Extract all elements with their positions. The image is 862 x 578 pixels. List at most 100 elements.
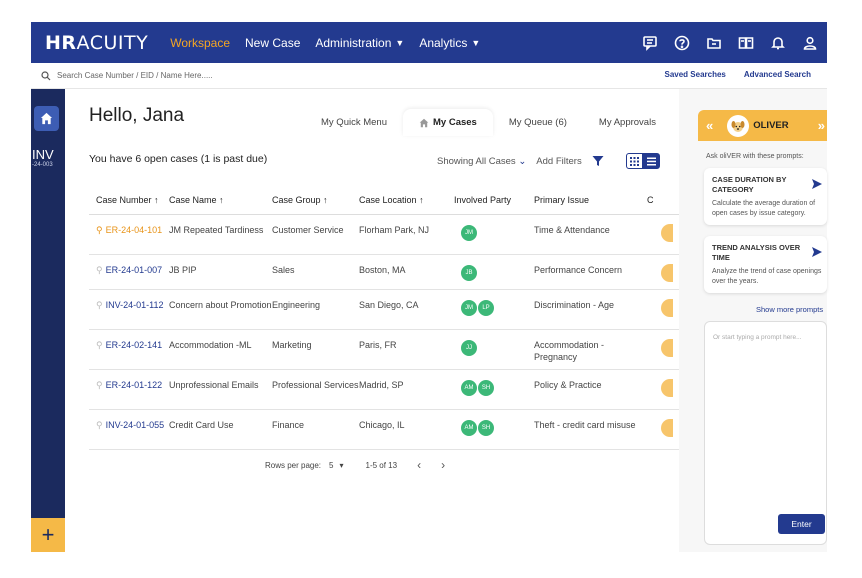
help-icon[interactable] bbox=[673, 34, 691, 52]
pin-icon[interactable]: ⚲ bbox=[96, 380, 103, 390]
avatar[interactable]: JB bbox=[460, 264, 478, 282]
table-row[interactable]: ⚲ ER-24-02-141 Accommodation -ML Marketing P… bbox=[89, 330, 679, 370]
table-header: Case Number ↑ Case Name ↑ Case Group ↑ C… bbox=[89, 185, 679, 215]
showing-cases-dropdown[interactable]: Showing All Cases ⌄ bbox=[437, 155, 527, 167]
tab-my-approvals[interactable]: My Approvals bbox=[598, 117, 656, 128]
search-icon bbox=[41, 70, 51, 80]
chat-icon[interactable] bbox=[641, 34, 659, 52]
col-primary-issue[interactable]: Primary Issue bbox=[534, 194, 590, 205]
avatar[interactable]: SH bbox=[477, 419, 495, 437]
rows-per-page-label: Rows per page: bbox=[265, 460, 322, 470]
nav-workspace[interactable]: Workspace bbox=[170, 35, 231, 50]
show-more-prompts-link[interactable]: Show more prompts bbox=[756, 305, 824, 314]
add-filters-button[interactable]: Add Filters bbox=[536, 155, 582, 167]
rows-per-page-select[interactable]: 5 ▾ bbox=[329, 460, 344, 470]
col-case-name[interactable]: Case Name ↑ bbox=[169, 194, 224, 205]
send-icon[interactable] bbox=[811, 178, 823, 190]
avatar[interactable]: AM bbox=[460, 419, 478, 437]
col-case-location[interactable]: Case Location ↑ bbox=[359, 194, 424, 205]
table-body: ⚲ ER-24-04-101 JM Repeated Tardiness Custom… bbox=[89, 215, 679, 450]
main-nav: Workspace New Case Administration ▼ Analy… bbox=[170, 36, 480, 50]
avatar[interactable]: LP bbox=[477, 299, 495, 317]
table-row[interactable]: ⚲ INV-24-01-112 Concern about Promotion Eng… bbox=[89, 290, 679, 330]
pin-icon[interactable]: ⚲ bbox=[96, 300, 103, 310]
tab-quick-menu[interactable]: My Quick Menu bbox=[321, 117, 387, 128]
table-row[interactable]: ⚲ ER-24-01-122 Unprofessional Emails Profes… bbox=[89, 370, 679, 410]
prompt-desc: Calculate the average duration of open c… bbox=[712, 200, 816, 217]
table-row[interactable]: ⚲ ER-24-01-007 JB PIP Sales Boston, MA JB Perf… bbox=[89, 255, 679, 290]
avatar[interactable]: JJ bbox=[460, 339, 478, 357]
saved-searches-link[interactable]: Saved Searches bbox=[664, 70, 726, 79]
home-icon bbox=[419, 118, 429, 127]
pagination: Rows per page: 5 ▾ 1-5 of 13 ‹ › bbox=[265, 458, 445, 472]
pin-icon[interactable]: ⚲ bbox=[96, 340, 103, 350]
list-icon bbox=[646, 157, 656, 165]
grid-icon bbox=[629, 156, 639, 166]
workspace-tabs: My Quick Menu My Cases My Queue (6) My A… bbox=[305, 109, 672, 136]
home-button[interactable] bbox=[34, 106, 59, 131]
party-chips: JM LP bbox=[454, 299, 534, 317]
table-row[interactable]: ⚲ ER-24-04-101 JM Repeated Tardiness Custom… bbox=[89, 215, 679, 255]
pin-icon[interactable]: ⚲ bbox=[96, 420, 103, 430]
case-number-link[interactable]: ⚲ INV-24-01-112 bbox=[96, 299, 169, 311]
case-number-link[interactable]: ⚲ ER-24-01-122 bbox=[96, 379, 169, 391]
add-button[interactable]: + bbox=[31, 518, 65, 552]
hr-acuity-logo[interactable]: HRACUITY bbox=[45, 32, 148, 54]
avatar[interactable]: AM bbox=[460, 379, 478, 397]
bell-icon[interactable] bbox=[769, 34, 787, 52]
collapse-right-icon[interactable]: » bbox=[817, 118, 825, 133]
avatar[interactable]: JM bbox=[460, 299, 478, 317]
party-chips: JJ bbox=[454, 339, 534, 357]
prompt-card-trend-analysis[interactable]: TREND ANALYSIS OVER TIME Analyze the tre… bbox=[704, 236, 827, 293]
prev-page-button[interactable]: ‹ bbox=[417, 458, 422, 472]
table-row[interactable]: ⚲ INV-24-01-055 Credit Card Use Finance Chic… bbox=[89, 410, 679, 450]
sort-arrow-icon: ↑ bbox=[323, 194, 328, 205]
pin-icon[interactable]: ⚲ bbox=[96, 225, 103, 235]
case-group-cell: Customer Service bbox=[272, 225, 344, 235]
case-number-text: ER-24-01-122 bbox=[105, 380, 163, 390]
col-involved-party[interactable]: Involved Party bbox=[454, 194, 512, 205]
nav-analytics[interactable]: Analytics ▼ bbox=[419, 35, 481, 50]
tab-my-cases[interactable]: My Cases bbox=[403, 109, 493, 136]
case-number-link[interactable]: ⚲ INV-24-01-055 bbox=[96, 419, 169, 431]
rail-case-sub: -24-003 bbox=[32, 162, 53, 168]
involved-party-cell: AM SH bbox=[454, 379, 534, 397]
user-icon[interactable] bbox=[801, 34, 819, 52]
case-number-link[interactable]: ⚲ ER-24-04-101 bbox=[96, 224, 169, 236]
rail-case-tab[interactable]: INV bbox=[32, 147, 54, 162]
nav-new-case[interactable]: New Case bbox=[245, 35, 301, 50]
status-chip bbox=[661, 264, 673, 282]
oliver-prompt-input[interactable] bbox=[713, 334, 821, 341]
collapse-left-icon[interactable]: « bbox=[706, 118, 714, 133]
send-icon[interactable] bbox=[811, 246, 823, 258]
case-number-link[interactable]: ⚲ ER-24-02-141 bbox=[96, 339, 169, 351]
enter-button[interactable]: Enter bbox=[778, 514, 825, 534]
case-location-cell: Paris, FR bbox=[359, 340, 397, 350]
case-location-cell: Chicago, IL bbox=[359, 420, 405, 430]
prompt-title: TREND ANALYSIS OVER TIME bbox=[712, 243, 801, 262]
grid-view-button[interactable] bbox=[625, 153, 643, 169]
case-group-cell: Sales bbox=[272, 265, 295, 275]
next-page-button[interactable]: › bbox=[441, 458, 446, 472]
col-truncated[interactable]: C bbox=[647, 194, 654, 205]
prompt-card-case-duration[interactable]: CASE DURATION BY CATEGORY Calculate the … bbox=[704, 168, 827, 225]
book-icon[interactable] bbox=[737, 34, 755, 52]
advanced-search-link[interactable]: Advanced Search bbox=[743, 70, 811, 79]
tab-my-queue[interactable]: My Queue (6) bbox=[508, 117, 567, 128]
folder-icon[interactable] bbox=[705, 34, 723, 52]
case-number-link[interactable]: ⚲ ER-24-01-007 bbox=[96, 264, 169, 276]
col-case-number[interactable]: Case Number ↑ bbox=[96, 194, 159, 205]
nav-administration[interactable]: Administration ▼ bbox=[315, 35, 405, 50]
prompt-desc: Analyze the trend of case openings over … bbox=[712, 268, 822, 285]
filter-icon[interactable] bbox=[592, 155, 604, 167]
case-search-input[interactable] bbox=[57, 71, 357, 80]
avatar[interactable]: SH bbox=[477, 379, 495, 397]
case-number-text: ER-24-04-101 bbox=[105, 225, 163, 235]
involved-party-cell: JB bbox=[454, 264, 534, 282]
col-case-group[interactable]: Case Group ↑ bbox=[272, 194, 328, 205]
primary-issue-cell: Discrimination - Age bbox=[534, 300, 615, 310]
pin-icon[interactable]: ⚲ bbox=[96, 265, 103, 275]
avatar[interactable]: JM bbox=[460, 224, 478, 242]
case-name-cell: Accommodation -ML bbox=[169, 340, 252, 350]
list-view-button[interactable] bbox=[642, 153, 660, 169]
